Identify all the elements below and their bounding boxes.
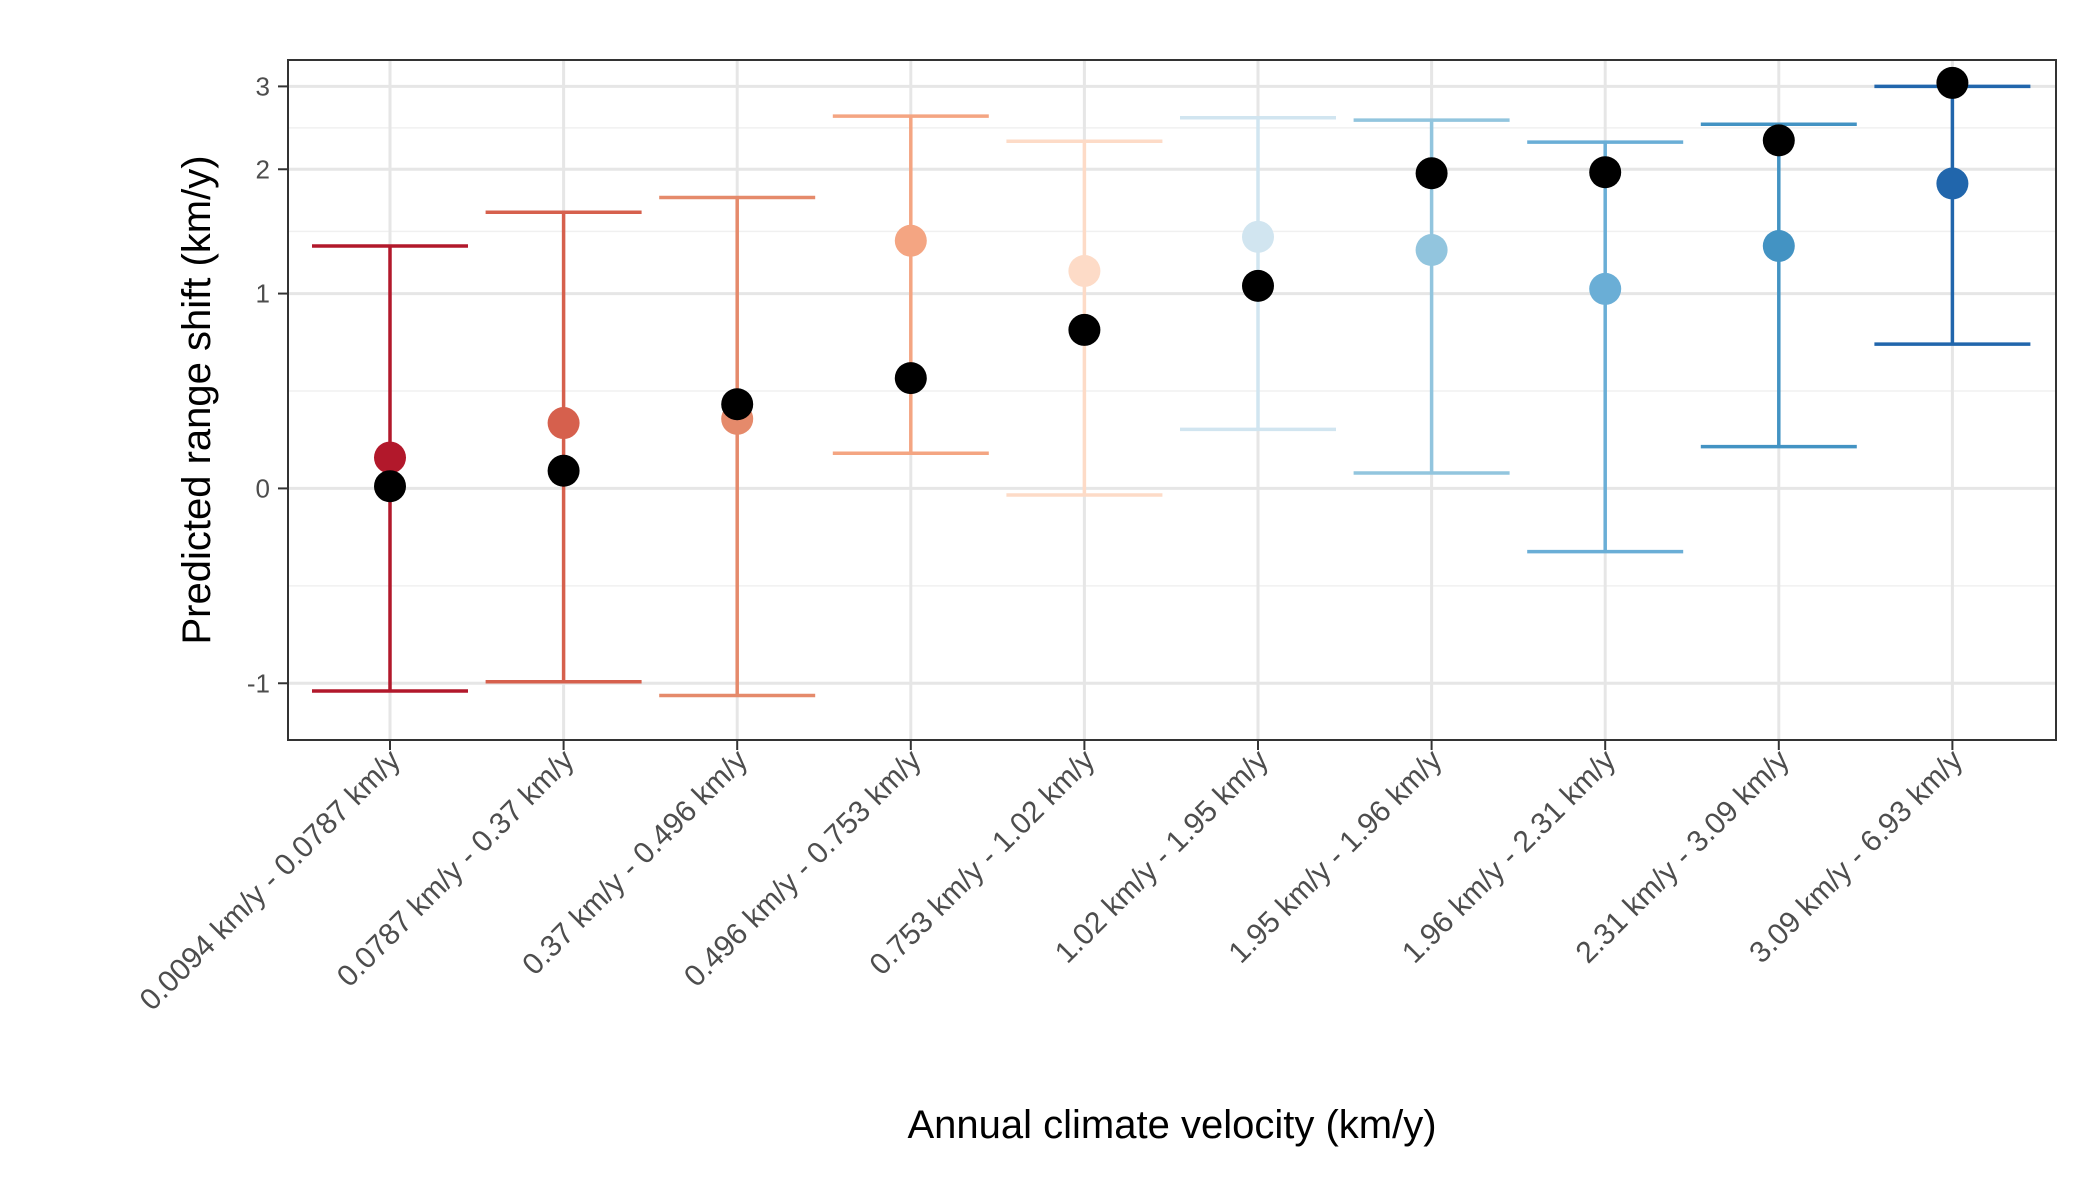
observed-point	[1068, 313, 1101, 346]
y-tick-label: 0	[256, 473, 270, 503]
data-points	[374, 66, 1969, 503]
predicted-point	[547, 407, 580, 440]
observed-point	[721, 388, 754, 421]
predicted-point	[1068, 254, 1101, 287]
predicted-point	[1415, 233, 1448, 266]
y-tick-label: 3	[256, 71, 270, 101]
predicted-point	[894, 224, 927, 257]
observed-point	[1589, 156, 1622, 189]
observed-point	[1762, 124, 1795, 157]
observed-point	[1242, 269, 1274, 302]
observed-point	[894, 362, 927, 395]
predicted-point	[374, 441, 406, 474]
observed-point	[374, 470, 406, 503]
observed-point	[547, 454, 580, 487]
y-axis-title: Predicted range shift (km/y)	[175, 155, 219, 644]
observed-point	[1415, 157, 1448, 190]
predicted-point	[1936, 167, 1969, 200]
x-axis-title: Annual climate velocity (km/y)	[907, 1103, 1436, 1147]
y-tick-label: 1	[256, 279, 270, 309]
predicted-point	[1589, 272, 1622, 305]
predicted-point	[1242, 220, 1274, 253]
error-bars	[312, 84, 2031, 698]
panel-border	[287, 59, 2057, 741]
predicted-point	[1762, 229, 1795, 262]
y-tick-label: 2	[256, 154, 270, 184]
panel-background	[288, 60, 2056, 740]
y-tick-label: -1	[247, 668, 270, 698]
observed-point	[1936, 66, 1969, 99]
